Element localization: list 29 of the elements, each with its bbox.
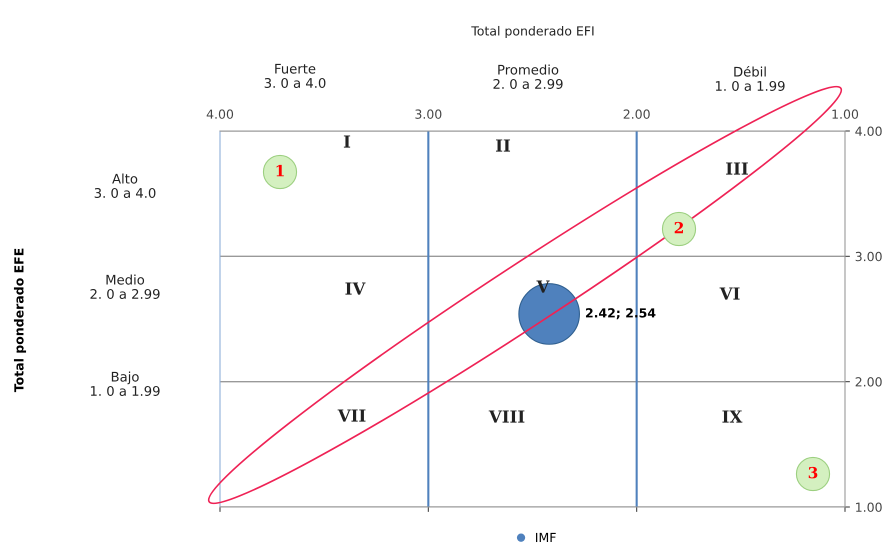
annotation: VIII: [488, 410, 524, 423]
x-tick-label: 2.00: [624, 109, 650, 119]
legend-label: IMF: [536, 532, 556, 542]
text: Promedio 2. 0 a 2.99: [493, 64, 563, 89]
text: Total ponderado EFE: [14, 248, 26, 392]
text: Total ponderado EFI: [471, 26, 594, 38]
text: Medio 2. 0 a 2.99: [90, 274, 160, 299]
text: Débil 1. 0 a 1.99: [716, 66, 785, 91]
annotation: I: [344, 135, 350, 148]
x-tick-label: 1.00: [832, 109, 858, 119]
annotation: II: [496, 139, 510, 152]
text: Alto 3. 0 a 4.0: [94, 173, 156, 198]
annotation: 2: [674, 222, 683, 234]
text: Fuerte 3. 0 a 4.0: [264, 64, 326, 88]
x-tick-label: 3.00: [415, 109, 442, 119]
annotation: VI: [720, 287, 740, 300]
y-tick-label: 2.00: [856, 377, 882, 387]
annotation: IV: [345, 282, 366, 295]
annotation: V: [536, 280, 550, 293]
y-tick-label: 3.00: [856, 252, 882, 262]
annotation: 3: [808, 466, 818, 478]
annotation: IX: [722, 410, 742, 423]
annotation: III: [726, 162, 748, 175]
x-tick-label: 4.00: [206, 109, 234, 119]
y-tick-label: 4.00: [855, 126, 882, 136]
annotation: VII: [338, 409, 366, 422]
annotation: 1: [276, 164, 284, 176]
y-tick-label: 1.00: [856, 502, 882, 512]
text: Bajo 1. 0 a 1.99: [90, 371, 160, 396]
